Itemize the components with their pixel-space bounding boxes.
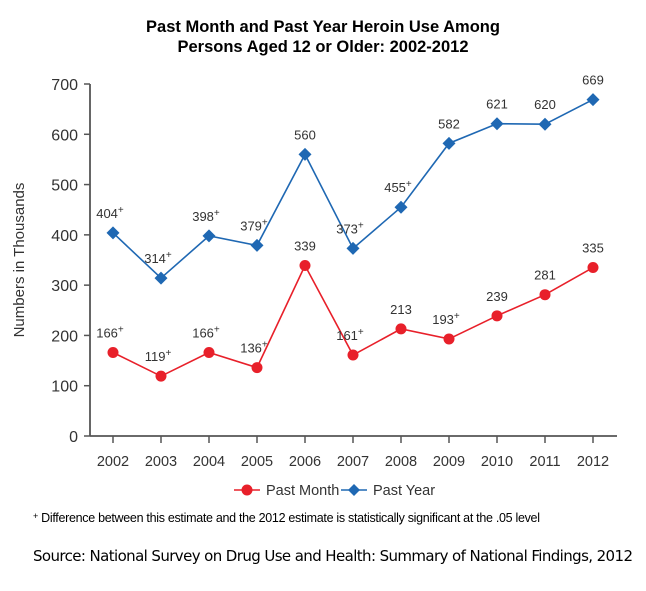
x-tick-label: 2004 — [193, 454, 225, 470]
data-label: 166+ — [96, 325, 124, 341]
y-axis-title: Numbers in Thousands — [11, 183, 28, 338]
chart-title-line-2: Persons Aged 12 or Older: 2002-2012 — [177, 38, 469, 56]
significance-marker: + — [406, 179, 412, 190]
data-label: 335 — [582, 241, 604, 256]
data-point — [490, 117, 504, 131]
significance-marker: + — [454, 311, 460, 322]
data-label: 398+ — [192, 208, 220, 224]
data-label: 455+ — [384, 179, 412, 195]
data-point — [298, 147, 312, 161]
significance-marker: + — [262, 340, 268, 351]
data-point — [347, 349, 359, 361]
x-tick-label: 2002 — [97, 454, 129, 470]
data-label: 620 — [534, 97, 556, 112]
x-tick-label: 2011 — [529, 454, 560, 470]
data-label: 669 — [582, 73, 604, 88]
data-point — [395, 323, 407, 335]
data-point — [106, 226, 120, 240]
significance-marker: + — [358, 220, 364, 231]
significance-marker: + — [214, 325, 220, 336]
y-tick-label: 300 — [51, 278, 78, 295]
data-label: 404+ — [96, 205, 124, 221]
x-tick-label: 2009 — [433, 454, 465, 470]
y-tick-label: 600 — [51, 127, 78, 144]
x-tick-label: 2008 — [385, 454, 417, 470]
data-label: 136+ — [240, 340, 268, 356]
significance-marker: + — [166, 250, 172, 261]
data-point — [202, 229, 216, 243]
data-point — [299, 260, 311, 272]
footnote-marker: + — [33, 511, 38, 521]
y-tick-label: 700 — [51, 77, 78, 94]
data-point — [251, 362, 263, 374]
data-label: 239 — [486, 289, 508, 304]
y-tick-label: 0 — [69, 429, 78, 446]
x-tick-label: 2010 — [481, 454, 513, 470]
source-note: Source: National Survey on Drug Use and … — [33, 547, 633, 565]
data-point — [346, 241, 360, 255]
y-tick-label: 400 — [51, 228, 78, 245]
data-point — [394, 200, 408, 214]
significance-marker: + — [214, 208, 220, 219]
data-point — [107, 347, 119, 359]
significance-marker: + — [118, 325, 124, 336]
data-point — [491, 310, 503, 322]
y-tick-label: 500 — [51, 178, 78, 195]
data-label: 379+ — [240, 217, 268, 233]
data-point — [154, 271, 168, 285]
y-tick-label: 200 — [51, 328, 78, 345]
data-point — [442, 136, 456, 150]
data-label: 161+ — [336, 327, 364, 343]
data-label: 582 — [438, 116, 460, 131]
y-tick-label: 100 — [51, 379, 78, 396]
legend-label: Past Month — [266, 483, 339, 499]
data-label: 166+ — [192, 325, 220, 341]
data-point — [443, 333, 455, 345]
significance-marker: + — [165, 348, 171, 359]
data-point — [250, 238, 264, 252]
data-label: 339 — [294, 239, 316, 254]
data-point — [587, 262, 599, 274]
x-tick-label: 2005 — [241, 454, 273, 470]
line-chart: 0 100 200 300 400 500 600 700 Numbers in Thousan… — [11, 73, 617, 499]
data-label: 281 — [534, 268, 556, 283]
data-point — [538, 117, 552, 131]
data-point — [586, 93, 600, 107]
data-label: 119+ — [145, 348, 172, 364]
data-point — [203, 347, 215, 359]
x-tick-label: 2003 — [145, 454, 177, 470]
data-label: 621 — [486, 97, 508, 112]
x-tick-label: 2012 — [577, 454, 609, 470]
data-label: 373+ — [336, 220, 364, 236]
data-label: 213 — [390, 302, 412, 317]
significance-marker: + — [262, 217, 268, 228]
footnote: + Difference between this estimate and t… — [33, 511, 540, 525]
data-label: 560 — [294, 127, 316, 142]
footnote-text: Difference between this estimate and the… — [41, 511, 540, 525]
chart-title-line-1: Past Month and Past Year Heroin Use Amon… — [146, 18, 500, 36]
legend-marker-diamond — [348, 484, 360, 496]
legend-marker-circle — [241, 484, 253, 496]
data-point — [155, 370, 167, 382]
significance-marker: + — [118, 205, 124, 216]
x-tick-label: 2007 — [337, 454, 369, 470]
data-point — [539, 289, 551, 301]
significance-marker: + — [358, 327, 364, 338]
data-label: 314+ — [144, 250, 172, 266]
legend-label: Past Year — [373, 483, 435, 499]
x-tick-label: 2006 — [289, 454, 321, 470]
data-label: 193+ — [432, 311, 460, 327]
